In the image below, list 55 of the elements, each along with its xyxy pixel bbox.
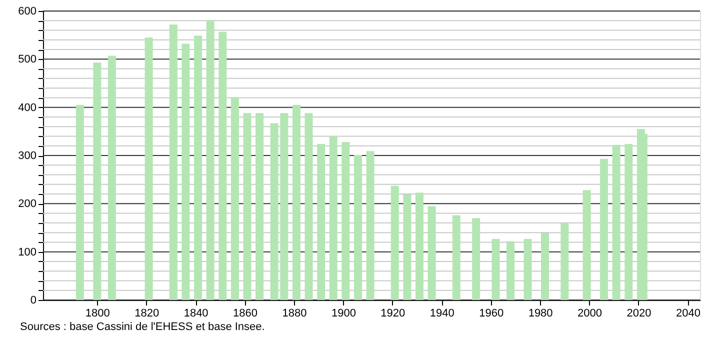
y-tick-label: 0 <box>30 294 36 306</box>
y-tick-label: 400 <box>18 102 36 114</box>
bar <box>540 233 549 300</box>
bar <box>206 20 214 300</box>
bar <box>600 158 608 300</box>
bar <box>304 113 313 300</box>
bar <box>93 62 102 300</box>
bar <box>329 136 338 300</box>
y-tick-label: 100 <box>18 246 36 258</box>
bar <box>492 238 500 300</box>
bar <box>243 113 252 300</box>
bar <box>403 194 412 300</box>
bar <box>292 104 300 300</box>
bar <box>256 113 264 300</box>
x-tick-label: 1880 <box>282 308 307 320</box>
x-tick-label: 1840 <box>184 308 208 320</box>
bar <box>218 32 227 300</box>
bar <box>76 104 84 300</box>
bar <box>390 186 399 300</box>
bar <box>506 241 515 300</box>
x-tick-label: 1980 <box>528 308 553 320</box>
bar <box>524 238 532 300</box>
x-tick-label: 2020 <box>626 308 652 320</box>
x-tick-label: 1820 <box>134 308 160 320</box>
x-tick-label: 1960 <box>479 308 504 320</box>
bar <box>182 44 190 300</box>
bar <box>582 190 591 300</box>
y-tick-label: 500 <box>18 54 36 66</box>
bar <box>230 97 239 300</box>
bar <box>169 24 178 300</box>
bar <box>624 144 633 300</box>
x-tick-label: 2000 <box>578 308 602 320</box>
bar <box>452 215 460 300</box>
y-tick-label: 300 <box>18 150 36 162</box>
x-tick-label: 1920 <box>380 308 406 320</box>
x-tick-label: 1900 <box>331 308 356 320</box>
x-tick-label: 1940 <box>430 308 454 320</box>
x-tick-label: 1860 <box>233 308 258 320</box>
y-tick-label: 200 <box>18 198 36 210</box>
x-tick-label: 2040 <box>676 308 700 320</box>
bar <box>317 144 326 300</box>
bar <box>560 222 569 300</box>
y-tick-label: 600 <box>18 6 36 18</box>
source-note: Sources : base Cassini de l'EHESS et base Insee. <box>20 321 265 333</box>
bar <box>108 56 116 300</box>
bar <box>415 192 424 300</box>
bar <box>144 37 153 300</box>
bar <box>354 155 362 300</box>
bar <box>612 144 620 300</box>
bar <box>342 142 350 300</box>
bar <box>472 218 480 300</box>
bar <box>428 206 436 300</box>
bar <box>194 36 202 300</box>
bar <box>366 151 374 300</box>
x-tick-label: 1800 <box>85 308 110 320</box>
